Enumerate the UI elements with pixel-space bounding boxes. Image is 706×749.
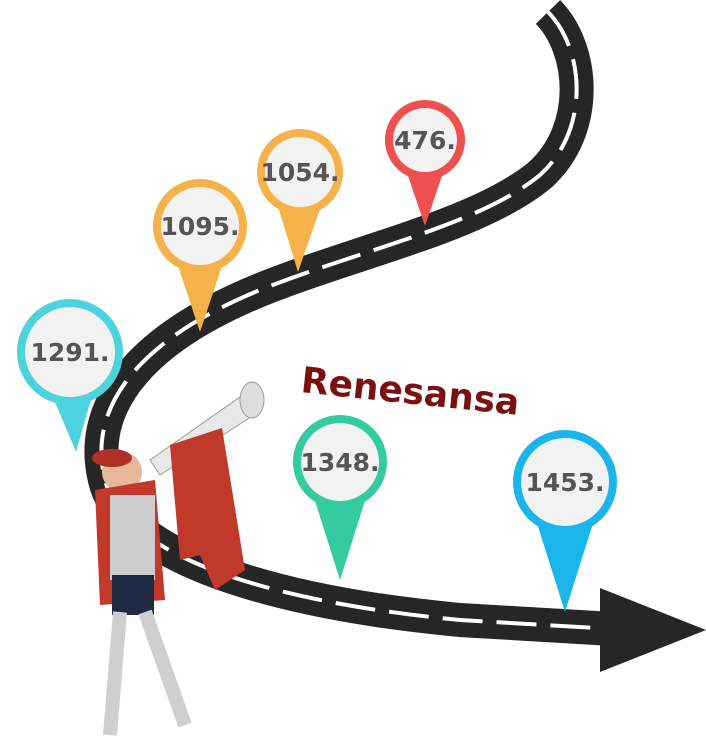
pin: 1453.	[513, 430, 617, 612]
legs	[110, 612, 185, 735]
pin-label: 1453.	[525, 468, 604, 497]
pin-label: 1095.	[160, 212, 239, 241]
body	[110, 495, 155, 580]
pin-label: 1054.	[260, 158, 339, 187]
road-arrow	[600, 588, 706, 672]
pin-label: 1348.	[300, 448, 379, 477]
trumpet-bell	[240, 382, 264, 418]
title: Renesansa	[299, 360, 521, 424]
timeline-diagram: 476. 1054. 1095. 1291. 1348. 1453. Renesansa	[0, 0, 706, 749]
pin-label: 476.	[394, 126, 456, 155]
pin-label: 1291.	[30, 338, 109, 367]
shorts	[112, 575, 154, 615]
pin: 1348.	[293, 415, 387, 580]
hat	[92, 449, 132, 467]
